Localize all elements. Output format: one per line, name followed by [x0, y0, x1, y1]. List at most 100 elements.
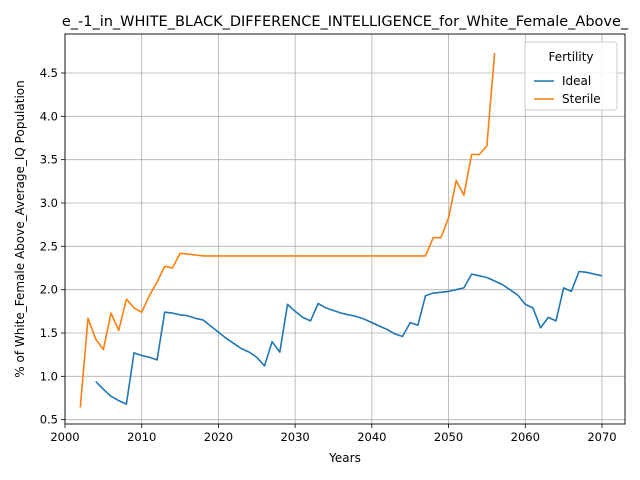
data-point-sterile	[425, 255, 427, 257]
data-point-ideal	[110, 395, 112, 397]
data-point-ideal	[570, 290, 572, 292]
data-point-ideal	[187, 315, 189, 317]
data-point-ideal	[95, 381, 97, 383]
data-point-sterile	[325, 255, 327, 257]
data-point-sterile	[210, 255, 212, 257]
data-point-ideal	[133, 352, 135, 354]
data-point-ideal	[563, 287, 565, 289]
y-tick-label: 3.0	[40, 196, 58, 210]
y-tick-label: 2.0	[40, 283, 58, 297]
data-point-sterile	[287, 255, 289, 257]
data-point-ideal	[348, 314, 350, 316]
data-point-sterile	[125, 298, 127, 300]
data-point-sterile	[179, 252, 181, 254]
data-point-ideal	[294, 310, 296, 312]
data-point-sterile	[317, 255, 319, 257]
data-point-ideal	[394, 333, 396, 335]
data-point-ideal	[494, 280, 496, 282]
data-point-sterile	[233, 255, 235, 257]
x-tick-label: 2060	[511, 430, 540, 444]
x-tick-label: 2070	[587, 430, 616, 444]
data-point-ideal	[601, 275, 603, 277]
data-point-ideal	[310, 320, 312, 322]
plot-frame	[64, 33, 626, 425]
data-point-sterile	[455, 180, 457, 182]
axis-ticks: 2000 2010 2020 2030 2040 2050 2060 2070 0.5 1.0 1.…	[40, 66, 617, 444]
data-point-ideal	[371, 322, 373, 324]
data-point-ideal	[363, 318, 365, 320]
data-point-sterile	[440, 237, 442, 239]
data-point-ideal	[501, 284, 503, 286]
data-point-sterile	[240, 255, 242, 257]
x-tick-label: 2040	[357, 430, 386, 444]
data-point-sterile	[340, 255, 342, 257]
data-point-ideal	[402, 336, 404, 338]
data-point-ideal	[463, 287, 465, 289]
data-point-sterile	[225, 255, 227, 257]
data-point-ideal	[486, 277, 488, 279]
data-point-ideal	[279, 351, 281, 353]
data-point-sterile	[148, 295, 150, 297]
data-point-ideal	[118, 400, 120, 402]
y-tick-label: 1.5	[40, 326, 58, 340]
legend-title: Fertility	[548, 50, 593, 64]
data-point-sterile	[164, 265, 166, 267]
data-point-sterile	[87, 317, 89, 319]
series-layer	[79, 52, 603, 409]
data-point-ideal	[532, 307, 534, 309]
y-tick-label: 0.5	[40, 413, 58, 427]
chart-title: e_-1_in_WHITE_BLACK_DIFFERENCE_INTELLIGE…	[62, 14, 629, 30]
series-line-sterile	[79, 53, 496, 408]
x-axis-label: Years	[328, 451, 361, 465]
data-point-sterile	[264, 255, 266, 257]
data-point-ideal	[240, 348, 242, 350]
y-tick-label: 4.0	[40, 109, 58, 123]
data-point-sterile	[356, 255, 358, 257]
data-point-ideal	[578, 271, 580, 273]
data-point-ideal	[356, 316, 358, 318]
data-point-sterile	[494, 52, 496, 54]
data-point-ideal	[524, 303, 526, 305]
data-point-ideal	[455, 289, 457, 291]
data-point-sterile	[133, 307, 135, 309]
data-point-sterile	[394, 255, 396, 257]
data-point-ideal	[586, 271, 588, 273]
data-point-ideal	[179, 314, 181, 316]
legend-label-sterile: Sterile	[562, 92, 601, 106]
data-point-ideal	[194, 317, 196, 319]
data-point-sterile	[156, 281, 158, 283]
x-tick-label: 2000	[50, 430, 79, 444]
data-point-sterile	[432, 237, 434, 239]
data-point-ideal	[317, 303, 319, 305]
legend-label-ideal: Ideal	[562, 74, 591, 88]
x-tick-label: 2030	[280, 430, 309, 444]
data-point-sterile	[348, 255, 350, 257]
data-point-sterile	[363, 255, 365, 257]
data-point-sterile	[409, 255, 411, 257]
legend: Fertility Ideal Sterile	[524, 41, 618, 111]
data-point-ideal	[225, 337, 227, 339]
data-point-sterile	[79, 407, 81, 409]
data-point-sterile	[217, 255, 219, 257]
data-point-sterile	[187, 253, 189, 255]
data-point-sterile	[271, 255, 273, 257]
data-point-ideal	[478, 275, 480, 277]
data-point-sterile	[371, 255, 373, 257]
data-point-ideal	[248, 351, 250, 353]
y-axis-label: % of White_Female Above_Average_IQ Popul…	[13, 80, 27, 377]
data-point-ideal	[333, 310, 335, 312]
legend-box	[524, 41, 618, 111]
data-point-sterile	[118, 329, 120, 331]
data-point-ideal	[141, 355, 143, 357]
data-point-sterile	[256, 255, 258, 257]
data-point-ideal	[164, 311, 166, 313]
data-point-ideal	[325, 307, 327, 309]
data-point-ideal	[287, 303, 289, 305]
data-point-ideal	[210, 325, 212, 327]
data-point-sterile	[386, 255, 388, 257]
data-point-sterile	[95, 338, 97, 340]
data-point-ideal	[202, 319, 204, 321]
data-point-sterile	[417, 255, 419, 257]
data-point-sterile	[471, 154, 473, 156]
